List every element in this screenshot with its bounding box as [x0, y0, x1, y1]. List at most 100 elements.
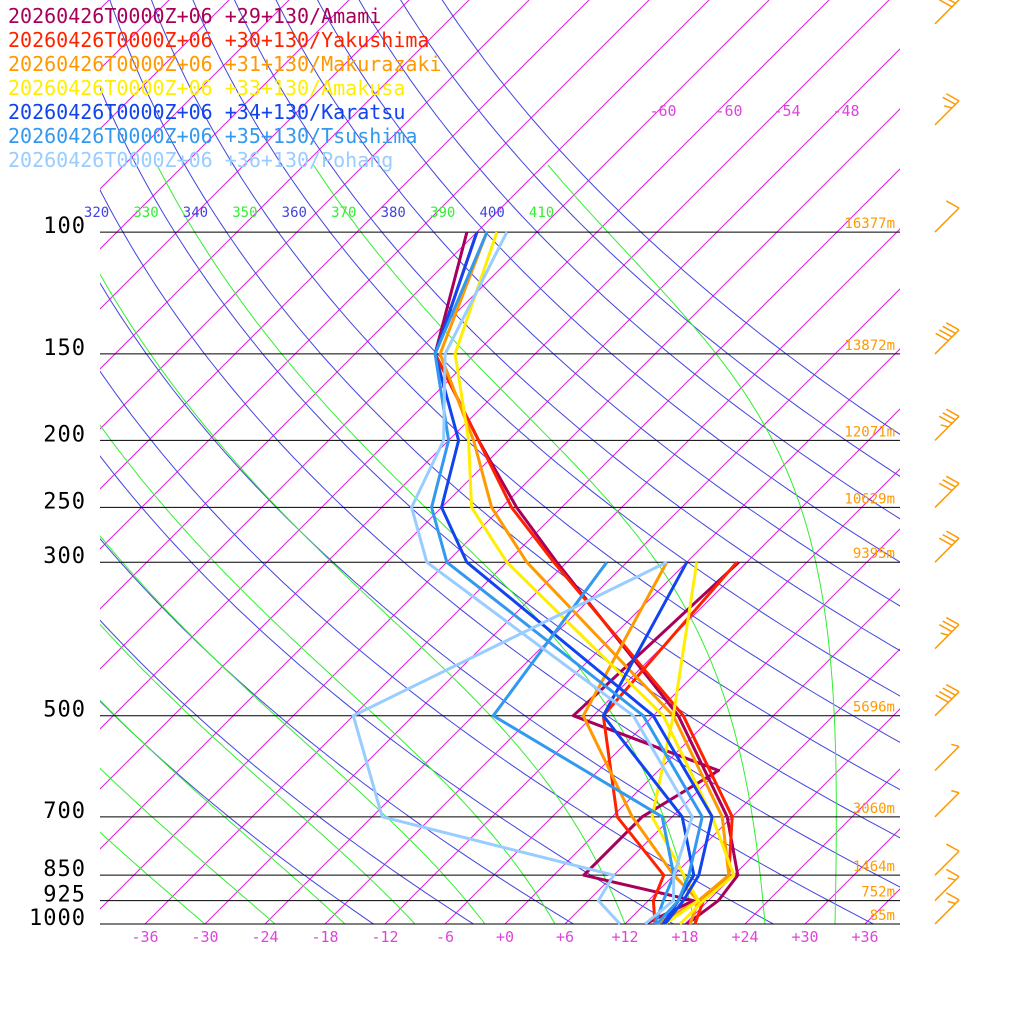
wind-barb	[934, 843, 960, 876]
height-label: 1464m	[853, 859, 895, 875]
wind-barb	[934, 868, 960, 902]
wind-barb-feather	[945, 475, 960, 485]
wind-barb-feather	[942, 620, 956, 629]
isotherm-line	[264, 288, 900, 924]
dry-adiabat-line	[100, 537, 575, 924]
wind-barb-feather	[945, 200, 960, 209]
dry-adiabat-line	[275, 0, 900, 607]
temperature-tick-label: -12	[371, 928, 398, 946]
dry-adiabat-line	[100, 86, 900, 839]
isotherm-line	[624, 648, 900, 924]
wind-barb-feather	[938, 691, 953, 700]
temperature-tick-label: +36	[851, 928, 878, 946]
temperature-tick-label: -30	[191, 928, 218, 946]
theta-label: 370	[331, 205, 356, 221]
pressure-tick-label: 1000	[29, 906, 86, 931]
height-label: 13872m	[844, 338, 895, 354]
isotherm-lines	[100, 0, 900, 924]
theta-label: 410	[529, 205, 554, 221]
dewpoint-profile-line	[571, 561, 740, 926]
moist-adiabat-lines	[100, 164, 837, 924]
pressure-tick-label: 500	[43, 698, 86, 723]
theta-label: 400	[479, 205, 504, 221]
moist-adiabat-line	[100, 699, 346, 924]
isotherm-line	[504, 528, 900, 924]
wind-barb-feather	[945, 530, 960, 539]
sounding-profiles	[351, 231, 740, 926]
wind-barb-staff	[934, 792, 960, 818]
temperature-tick-label: +6	[556, 928, 574, 946]
isotherm-line	[100, 0, 230, 130]
height-label: 9395m	[853, 546, 895, 562]
moist-adiabat-line	[100, 623, 416, 924]
wind-barb	[934, 93, 960, 126]
dry-adiabat-lines	[100, 0, 900, 924]
wind-barb-feather	[942, 412, 956, 421]
legend-entry: 20260426T0000Z+06 +36+130/Pohang	[8, 148, 393, 172]
wind-barb	[934, 475, 960, 508]
isotherm-line	[100, 0, 890, 790]
height-label: 10629m	[844, 491, 895, 507]
wind-barb-feather	[935, 332, 949, 342]
theta-label: 380	[381, 205, 406, 221]
wind-barb-feather	[947, 900, 956, 905]
wind-barb-staff	[934, 207, 960, 233]
isotherm-line	[804, 828, 900, 924]
pressure-tick-label: 850	[43, 857, 86, 882]
isotherm-line	[204, 228, 900, 924]
pressure-tick-label: 300	[43, 544, 86, 569]
temperature-tick-label: +18	[671, 928, 698, 946]
dewpoint-profile-line	[351, 560, 668, 926]
wind-barb-staff	[934, 850, 960, 876]
dewpoint-profile-line	[491, 561, 676, 925]
wind-barb-feather	[943, 105, 953, 109]
moist-adiabat-line	[100, 424, 556, 924]
wind-barb-feather	[942, 687, 956, 696]
wind-barb-feather	[945, 843, 960, 852]
wind-barb	[934, 322, 960, 355]
moist-adiabat-line	[156, 164, 696, 924]
pressure-tick-label: 250	[43, 489, 86, 514]
dry-adiabat-line	[100, 455, 675, 924]
legend-entry: 20260426T0000Z+06 +35+130/Tsushima	[8, 124, 417, 148]
wind-barb-feather	[945, 892, 960, 901]
wind-barb-feather	[951, 743, 960, 748]
wind-barb-feather	[938, 623, 953, 633]
isotherm-line	[100, 108, 900, 910]
dry-adiabat-line	[317, 0, 900, 563]
temperature-profile-line	[410, 231, 694, 926]
isotherm-line	[684, 708, 900, 924]
wind-barb-feather	[948, 0, 956, 4]
legend-entry: 20260426T0000Z+06 +29+130/Amami	[8, 4, 381, 28]
wind-barb	[934, 616, 960, 650]
wind-barb-feather	[945, 868, 960, 878]
temperature-tick-label: +24	[731, 928, 758, 946]
wind-barb-feather	[942, 533, 956, 543]
isotherm-line	[100, 0, 350, 250]
wind-barb	[934, 743, 960, 772]
wind-barb	[934, 530, 960, 563]
temperature-tick-label: +0	[496, 928, 514, 946]
temperature-tick-label: -24	[251, 928, 278, 946]
moist-adiabat-line	[100, 273, 626, 924]
wind-barb	[934, 408, 960, 441]
upper-temperature-label: -60	[649, 102, 676, 120]
wind-barbs	[934, 0, 960, 925]
pressure-tick-label: 200	[43, 422, 86, 447]
axis-labels: 100 16377m 150 13872m 200 12071m 250 10629m 300 9…	[29, 102, 895, 946]
isotherm-line	[864, 888, 900, 924]
theta-label: 340	[183, 205, 208, 221]
pressure-tick-label: 150	[43, 336, 86, 361]
height-label: 5696m	[853, 700, 895, 716]
dry-adiabat-line	[441, 0, 900, 435]
isotherm-line	[100, 0, 290, 190]
wind-barb-feather	[947, 877, 956, 881]
theta-label: 320	[84, 205, 109, 221]
theta-label: 390	[430, 205, 455, 221]
isotherm-line	[100, 0, 710, 610]
pressure-tick-label: 700	[43, 799, 86, 824]
wind-barb-feather	[938, 0, 953, 8]
isotherm-line	[100, 0, 770, 670]
dry-adiabat-line	[100, 619, 475, 924]
dry-adiabat-line	[358, 0, 900, 520]
